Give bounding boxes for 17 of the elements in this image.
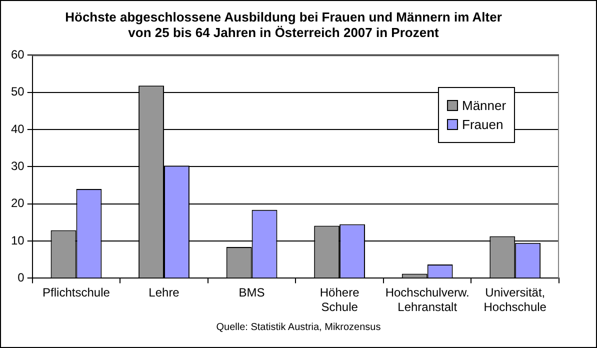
y-tick-label: 30	[10, 159, 25, 174]
y-tick-label: 50	[10, 84, 25, 99]
legend-label: Männer	[462, 98, 506, 114]
x-tick-label: Hochschulverw. Lehranstalt	[385, 286, 470, 314]
y-tick-label: 0	[18, 270, 25, 285]
legend-label: Frauen	[462, 117, 504, 132]
x-tick-label: Höhere Schule	[320, 286, 360, 314]
source-note: Quelle: Statistik Austria, Mikrozensus	[215, 322, 382, 333]
y-tick-label: 20	[10, 196, 25, 210]
x-tick-label: BMS	[238, 286, 265, 300]
x-tick-label: Pflichtschule	[42, 286, 110, 300]
x-tick-label: Universität, Hochschule	[484, 286, 547, 314]
x-tick-label: Lehre	[148, 286, 180, 300]
chart-title: Höchste abgeschlossene Ausbildung bei Frauen und Männern im Alter von 25 bis 64 Jahren in Österreich 2007 in Prozent	[65, 9, 502, 40]
y-tick-label: 40	[10, 122, 25, 136]
y-tick-label: 60	[10, 48, 25, 62]
y-tick-label: 10	[10, 233, 25, 248]
